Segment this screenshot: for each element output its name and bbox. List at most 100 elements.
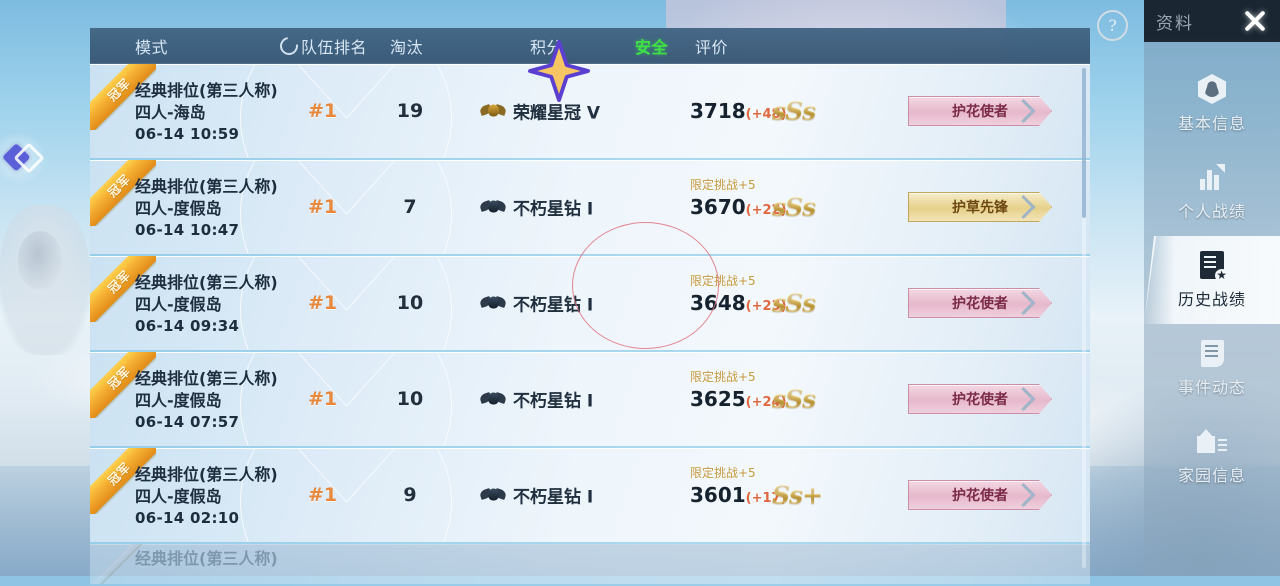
match-time: 06-14 10:59 [135, 124, 240, 143]
match-time: 06-14 07:57 [135, 412, 240, 431]
sidebar-item-5[interactable]: 家园信息 [1144, 412, 1280, 500]
sidebar-title: 资料 [1156, 13, 1194, 34]
sidebar-item-label: 家园信息 [1177, 466, 1246, 485]
sidebar-item-label: 基本信息 [1177, 114, 1246, 133]
tier-emblem-icon [478, 197, 508, 217]
tier-group: 不朽星钻 I [478, 195, 594, 220]
table-row[interactable]: 冠军 经典排位(第三人称) 四人-度假岛 06-14 07:57 #1 10 不… [90, 352, 1090, 448]
event-document-icon [1197, 338, 1227, 368]
tier-name: 不朽星钻 I [513, 199, 594, 220]
sidebar-item-label: 事件动态 [1177, 378, 1246, 397]
table-row[interactable]: 冠军 经典排位(第三人称) 四人-海岛 06-14 10:59 #1 19 荣耀… [90, 64, 1090, 160]
column-header-evaluation: 评价 [695, 38, 729, 57]
column-header-team-rank[interactable]: 队伍排名 [276, 33, 368, 59]
annotation-circle-marker [572, 222, 719, 349]
match-mode: 经典排位(第三人称) [135, 549, 278, 568]
match-mode-block: 经典排位(第三人称) 四人-度假岛 06-14 09:34 [135, 272, 278, 336]
column-header-team-rank-label: 队伍排名 [301, 38, 368, 57]
match-map: 四人-度假岛 [135, 390, 222, 410]
player-title-badge[interactable]: 护草先锋 [908, 192, 1052, 222]
sidebar-nav: 基本信息 个人战绩 历史战绩 事件动态 家园信息 [1144, 60, 1280, 500]
score-value: 3625 [690, 387, 746, 411]
tier-group: 不朽星钻 I [478, 483, 594, 508]
team-rank-value: #1 [308, 292, 338, 314]
match-mode: 经典排位(第三人称) [135, 273, 278, 292]
scrollbar-track[interactable] [1082, 68, 1086, 568]
table-row-partial[interactable]: 经典排位(第三人称) [90, 544, 1090, 586]
sidebar-item-1[interactable]: 基本信息 [1144, 60, 1280, 148]
sidebar-item-label: 个人战绩 [1177, 202, 1246, 221]
team-rank-value: #1 [308, 484, 338, 506]
right-sidebar: 资料 基本信息 个人战绩 历史战绩 事件动态 家园信息 [1144, 0, 1280, 576]
match-time: 06-14 10:47 [135, 220, 240, 239]
match-history-list: 冠军 经典排位(第三人称) 四人-海岛 06-14 10:59 #1 19 荣耀… [90, 64, 1090, 586]
column-header-knockouts: 淘汰 [390, 38, 424, 57]
match-time: 06-14 09:34 [135, 316, 240, 335]
sidebar-item-2[interactable]: 个人战绩 [1144, 148, 1280, 236]
evaluation-rating: sSs [772, 96, 816, 126]
evaluation-rating: sSs [772, 192, 816, 222]
match-map: 四人-度假岛 [135, 198, 222, 218]
help-icon[interactable]: ? [1097, 10, 1128, 41]
close-icon[interactable] [1242, 8, 1268, 34]
row-decor-radial [240, 160, 452, 254]
match-mode: 经典排位(第三人称) [135, 81, 278, 100]
match-map: 四人-海岛 [135, 102, 206, 122]
player-title-badge[interactable]: 护花使者 [908, 480, 1052, 510]
score-value: 3601 [690, 483, 746, 507]
score-value: 3718 [690, 99, 746, 123]
score-group: 限定挑战+5 3601(+17) [690, 466, 787, 507]
evaluation-rating: sSs [772, 288, 816, 318]
table-row[interactable]: 冠军 经典排位(第三人称) 四人-度假岛 06-14 02:10 #1 9 不朽… [90, 448, 1090, 544]
sidebar-item-3[interactable]: 历史战绩 [1144, 236, 1280, 324]
sidebar-item-label: 历史战绩 [1177, 290, 1246, 309]
left-expand-arrow-button[interactable] [0, 132, 46, 184]
tier-name: 不朽星钻 I [513, 487, 594, 508]
scrollbar-thumb[interactable] [1082, 68, 1086, 218]
player-title-badge[interactable]: 护花使者 [908, 288, 1052, 318]
tier-emblem-icon [478, 389, 508, 409]
score-bonus-label: 限定挑战+5 [690, 466, 756, 480]
match-mode-block: 经典排位(第三人称) 四人-度假岛 06-14 07:57 [135, 368, 278, 432]
score-group: 限定挑战+5 3670(+22) [690, 178, 787, 219]
score-delta: (+24) [745, 395, 787, 410]
sidebar-item-4[interactable]: 事件动态 [1144, 324, 1280, 412]
score-delta: (+17) [745, 491, 787, 506]
statue-silhouette [0, 205, 90, 355]
column-header-mode: 模式 [135, 38, 169, 57]
team-rank-value: #1 [308, 100, 338, 122]
match-mode-block: 经典排位(第三人称) 四人-度假岛 06-14 02:10 [135, 464, 278, 528]
tier-emblem-icon [478, 293, 508, 313]
history-document-icon [1197, 250, 1229, 282]
score-value: 3670 [690, 195, 746, 219]
score-group: 限定挑战+5 3625(+24) [690, 370, 787, 411]
match-history-panel: 模式 队伍排名 淘汰 积分 安全 评价 冠军 经典排位(第三人称) 四人-海岛 … [90, 28, 1090, 586]
match-mode-block: 经典排位(第三人称) 四人-海岛 06-14 10:59 [135, 80, 278, 144]
home-icon [1197, 426, 1227, 456]
annotation-star-marker [528, 40, 590, 102]
knockouts-value: 19 [396, 100, 424, 122]
tier-group: 不朽星钻 I [478, 387, 593, 412]
table-row[interactable]: 冠军 经典排位(第三人称) 四人-度假岛 06-14 10:47 #1 7 不朽… [90, 160, 1090, 256]
tier-name: 荣耀星冠 V [513, 103, 601, 124]
team-rank-value: #1 [308, 388, 338, 410]
knockouts-value: 7 [403, 196, 417, 218]
player-title-badge[interactable]: 护花使者 [908, 384, 1052, 414]
column-header-safe: 安全 [635, 38, 669, 57]
player-title-badge[interactable]: 护花使者 [908, 96, 1052, 126]
row-decor-radial [240, 448, 452, 542]
knockouts-value: 9 [403, 484, 417, 506]
tier-emblem-icon [478, 101, 508, 121]
score-group: 3718(+48) [690, 99, 787, 123]
team-rank-value: #1 [308, 196, 338, 218]
row-decor-radial [240, 352, 452, 446]
match-mode-block: 经典排位(第三人称) 四人-度假岛 06-14 10:47 [135, 176, 278, 240]
sidebar-titlebar: 资料 [1144, 0, 1280, 42]
match-mode: 经典排位(第三人称) [135, 369, 278, 388]
evaluation-rating: Ss+ [772, 480, 823, 510]
refresh-icon[interactable] [276, 33, 302, 59]
score-delta: (+48) [745, 107, 787, 122]
row-decor-radial [240, 256, 452, 350]
knockouts-value: 10 [396, 388, 424, 410]
score-delta: (+23) [745, 299, 787, 314]
